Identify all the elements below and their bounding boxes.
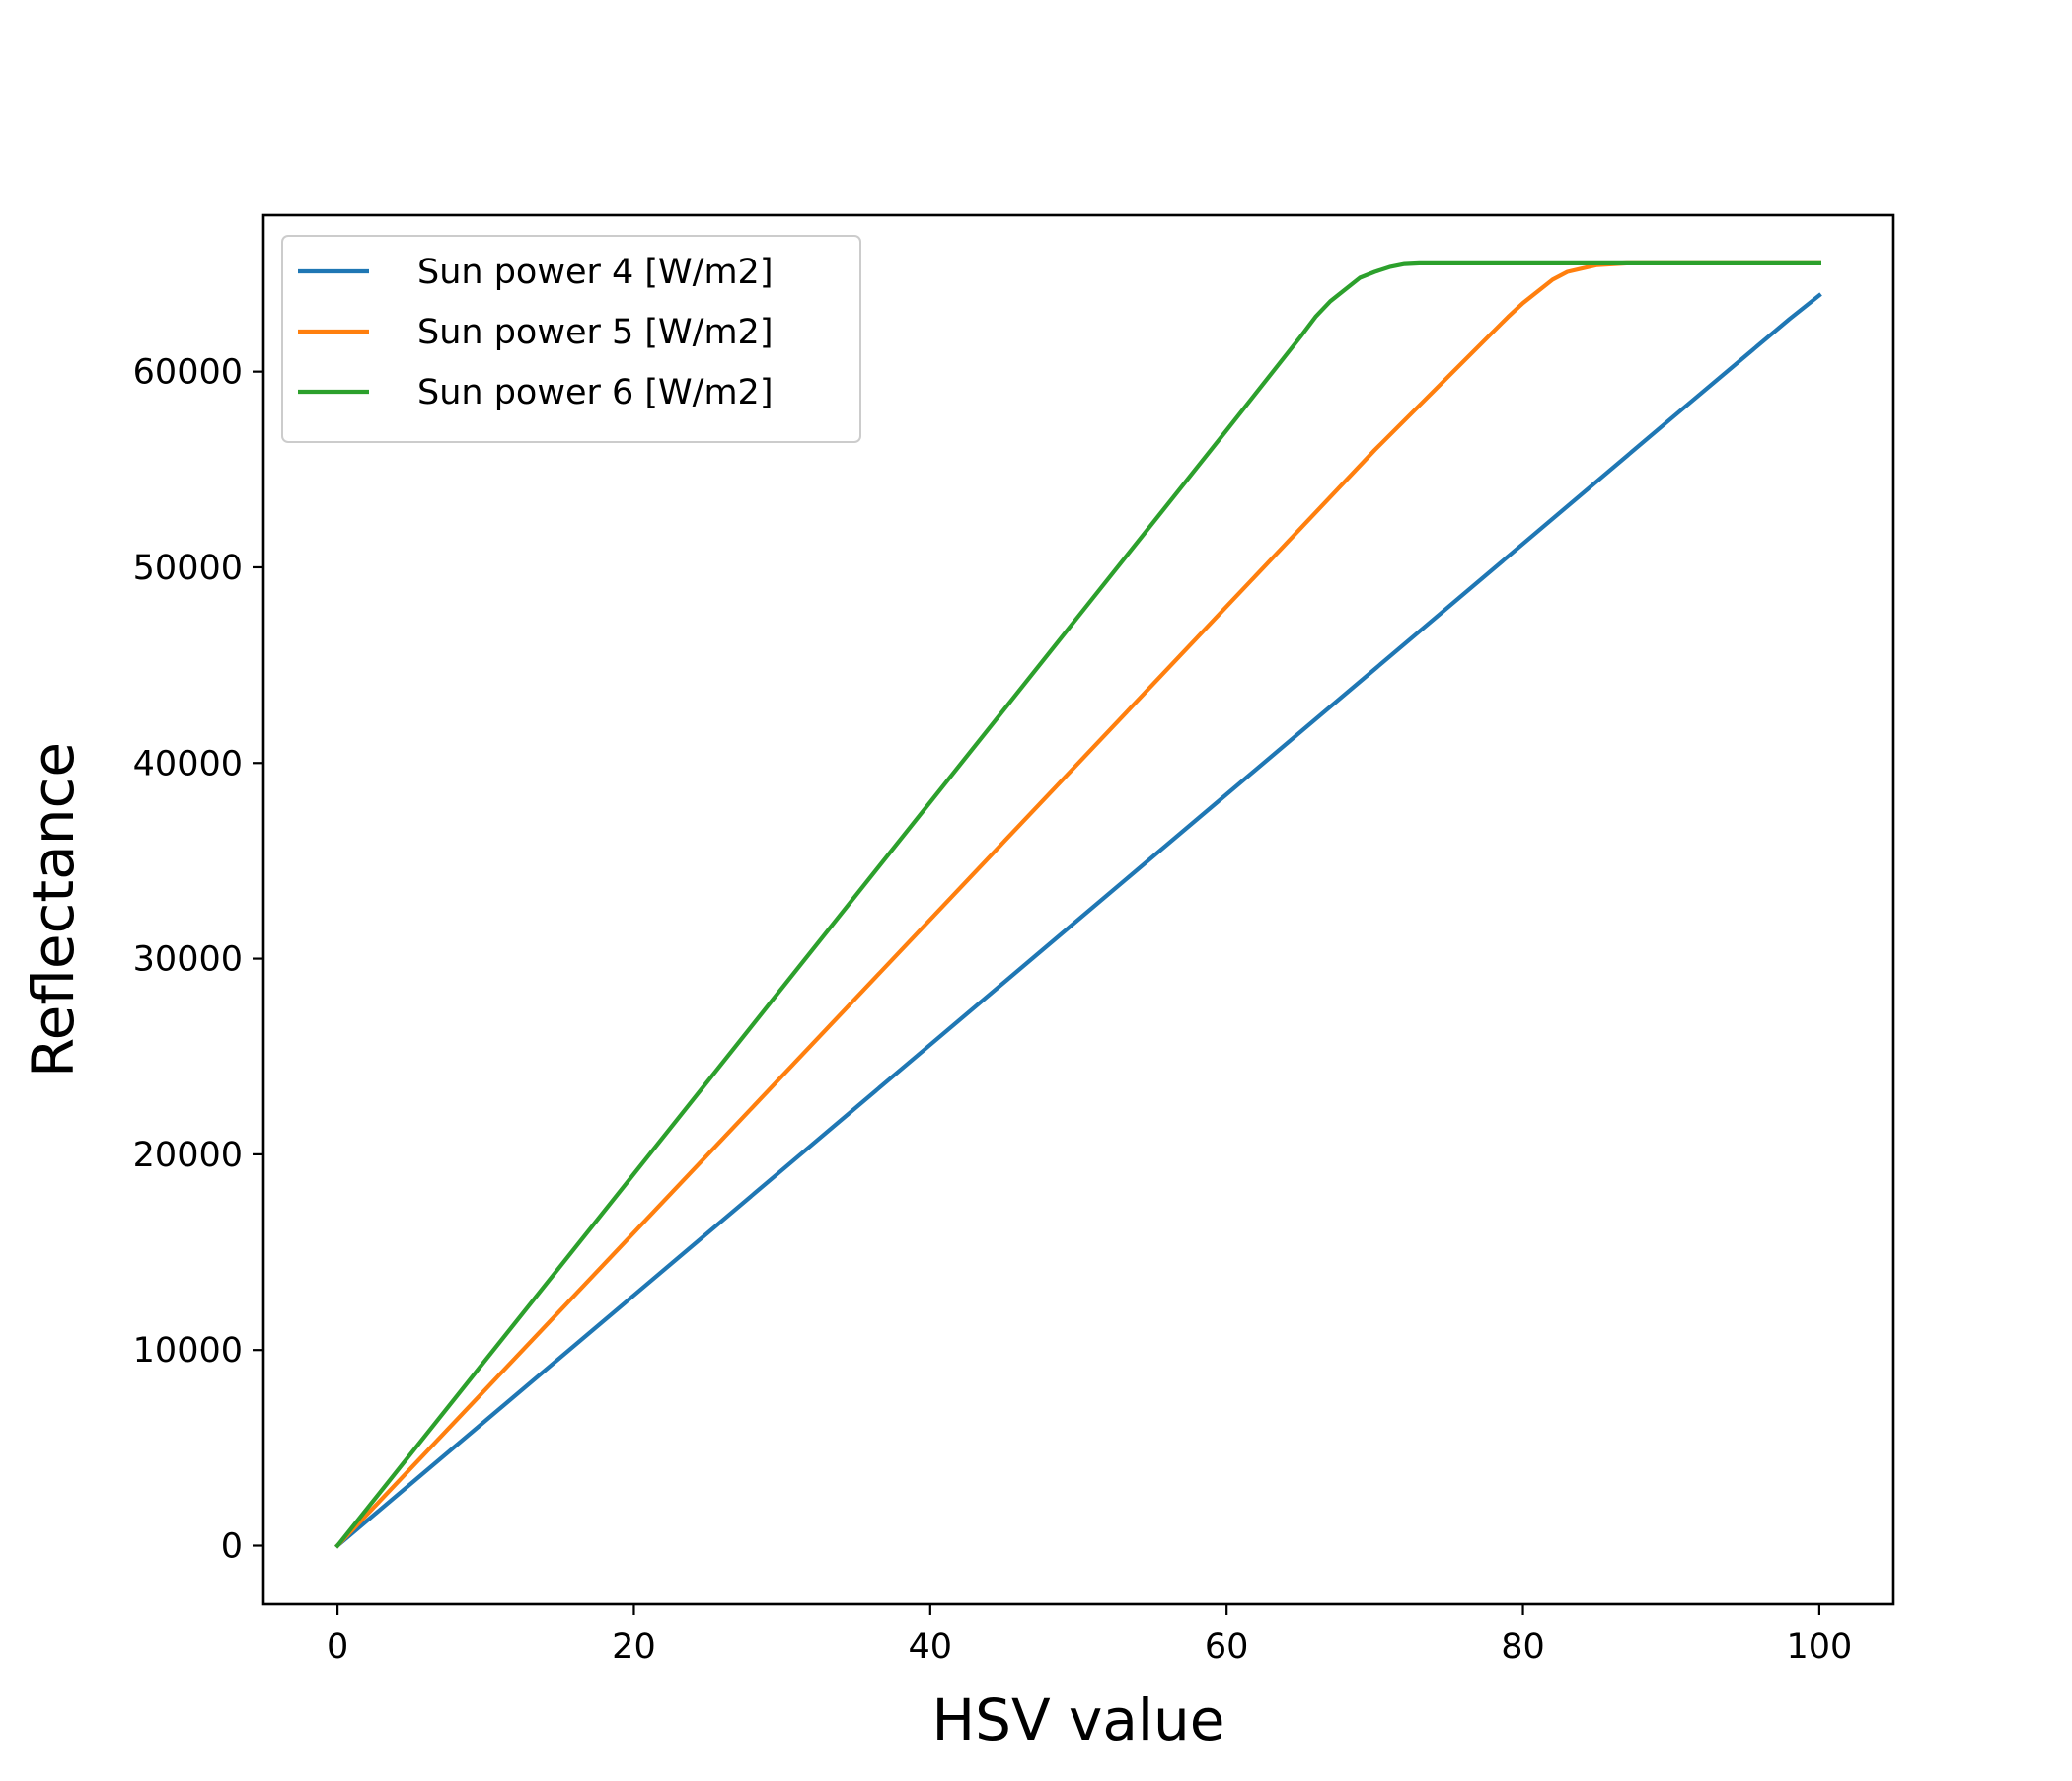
x-axis-label: HSV value	[932, 1686, 1225, 1753]
series-line-2	[334, 260, 1822, 1549]
y-tick-label: 50000	[133, 549, 243, 588]
y-tick-label: 60000	[133, 353, 243, 393]
legend-label-3: Sun power 6 [W/m2]	[417, 373, 773, 412]
series-line-1	[334, 292, 1822, 1549]
y-axis-label: Reflectance	[20, 742, 87, 1077]
x-tick-label: 100	[1787, 1627, 1853, 1667]
axis-ticks: 0 20 40 60 80 100 0 10000 20000 30000 40000 50000 60…	[133, 353, 1853, 1667]
legend: Sun power 4 [W/m2] Sun power 5 [W/m2] Sun …	[281, 235, 861, 443]
x-tick-label: 60	[1205, 1627, 1249, 1667]
x-tick-label: 40	[909, 1627, 953, 1667]
x-tick-label: 0	[327, 1627, 348, 1667]
legend-label-2: Sun power 5 [W/m2]	[417, 313, 773, 352]
plot-frame	[261, 213, 1895, 1606]
y-tick-label: 20000	[133, 1136, 243, 1175]
series-line-3	[334, 260, 1822, 1549]
series-lines	[334, 260, 1822, 1549]
legend-box	[281, 235, 861, 443]
y-tick-label: 10000	[133, 1331, 243, 1371]
y-tick-label: 0	[221, 1527, 243, 1567]
x-tick-label: 20	[612, 1627, 656, 1667]
legend-label-1: Sun power 4 [W/m2]	[417, 253, 773, 292]
x-tick-label: 80	[1501, 1627, 1545, 1667]
y-tick-label: 30000	[133, 940, 243, 980]
y-tick-label: 40000	[133, 744, 243, 783]
